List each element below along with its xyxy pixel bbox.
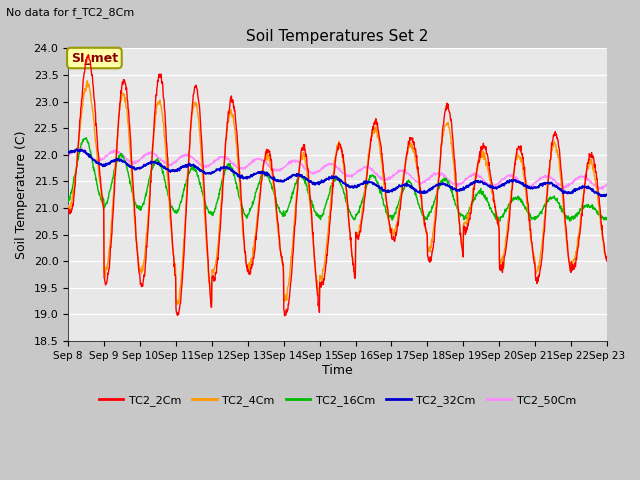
Legend: TC2_2Cm, TC2_4Cm, TC2_16Cm, TC2_32Cm, TC2_50Cm: TC2_2Cm, TC2_4Cm, TC2_16Cm, TC2_32Cm, TC… <box>95 390 580 410</box>
Y-axis label: Soil Temperature (C): Soil Temperature (C) <box>15 131 28 259</box>
Text: No data for f_TC2_8Cm: No data for f_TC2_8Cm <box>6 7 134 18</box>
X-axis label: Time: Time <box>322 363 353 376</box>
Text: SI_met: SI_met <box>71 51 118 64</box>
Title: Soil Temperatures Set 2: Soil Temperatures Set 2 <box>246 29 429 44</box>
